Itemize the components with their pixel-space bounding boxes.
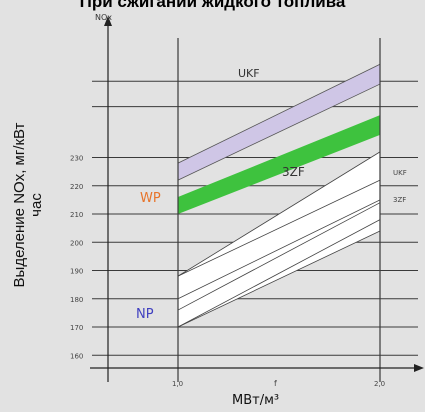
boundary-line-1: [177, 219, 381, 328]
series-label-np: NP: [136, 307, 154, 322]
right-annotation-2: 3ZF: [393, 196, 406, 204]
chart-title: При сжигании жидкого топлива: [79, 0, 346, 11]
boundary-line-3: [177, 179, 381, 277]
y-tick-label-220: 220: [70, 183, 83, 191]
x-axis-label: МВт/м³: [232, 393, 279, 408]
series-label-ukf: UKF: [238, 67, 260, 80]
boundary-line-2: [177, 202, 381, 311]
y-tick-label-160: 160: [70, 352, 83, 360]
y-tick-label-210: 210: [70, 211, 83, 219]
ukf-lower-edge: [177, 83, 381, 181]
right-annotation-1: UKF: [393, 169, 407, 177]
x-tick-label-2: 2,0: [374, 380, 385, 388]
series-label-wp: WP: [140, 191, 161, 206]
y-tick-label-200: 200: [70, 239, 83, 247]
x-axis-arrow: [414, 364, 424, 372]
x-axis-marker: f: [274, 379, 277, 388]
y-tick-label-190: 190: [70, 268, 83, 276]
y-axis-arrow: [104, 16, 112, 26]
y-axis-name: NOx: [95, 13, 112, 22]
band-ukf: [178, 64, 380, 181]
y-tick-label-180: 180: [70, 296, 83, 304]
band-wp: [178, 115, 380, 214]
ukf-upper-edge: [177, 63, 381, 164]
y-tick-label-230: 230: [70, 155, 83, 163]
y-tick-label-170: 170: [70, 324, 83, 332]
y-axis-label: Выделение NOх, мг/кВт час: [11, 122, 45, 288]
series-label-3zf: 3ZF: [282, 165, 305, 179]
x-tick-label-1: 1,0: [172, 380, 183, 388]
